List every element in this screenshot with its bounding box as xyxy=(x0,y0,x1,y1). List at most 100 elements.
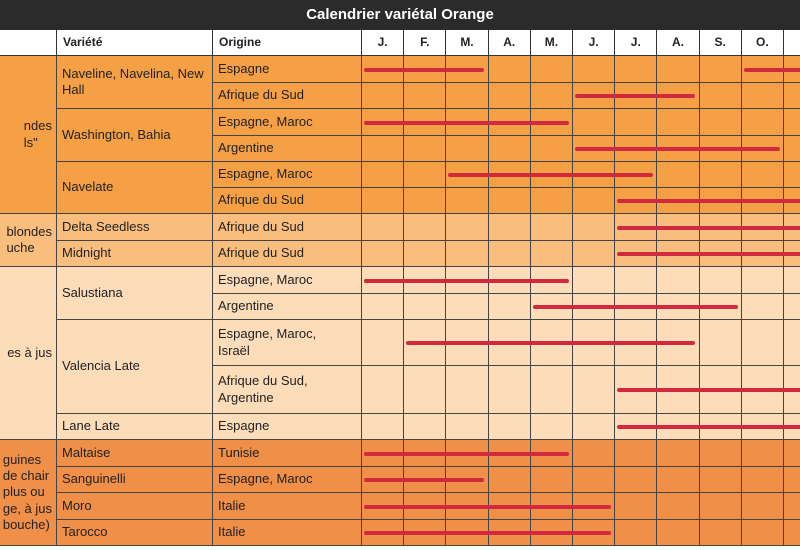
month-cell xyxy=(404,366,447,414)
month-cell xyxy=(488,56,531,83)
month-cell xyxy=(657,467,700,493)
month-cell xyxy=(488,294,531,320)
origin-cell: Tunisie xyxy=(213,440,362,467)
month-cell xyxy=(573,520,616,546)
month-cell xyxy=(530,414,573,440)
month-cell xyxy=(362,214,405,241)
month-cell xyxy=(784,320,800,366)
availability-bar xyxy=(617,425,800,429)
month-cell xyxy=(784,136,800,162)
month-cell xyxy=(784,188,800,214)
month-cell xyxy=(530,109,573,136)
month-cell xyxy=(530,83,573,109)
header-month: A. xyxy=(657,30,700,56)
origin-cell: Espagne, Maroc xyxy=(213,267,362,294)
month-cell xyxy=(362,136,405,162)
month-cell xyxy=(699,467,742,493)
month-cell xyxy=(446,467,489,493)
month-cell xyxy=(615,467,658,493)
header-month-partial xyxy=(784,30,800,56)
availability-bar xyxy=(575,147,780,151)
month-cell xyxy=(530,214,573,241)
month-cell xyxy=(446,56,489,83)
month-cell xyxy=(784,294,800,320)
origin-cell: Italie xyxy=(213,493,362,520)
month-cell xyxy=(699,320,742,366)
month-cell xyxy=(573,493,616,520)
month-cell xyxy=(784,241,800,267)
month-cell xyxy=(573,366,616,414)
month-cell xyxy=(657,320,700,366)
variety-cell: Delta Seedless xyxy=(57,214,213,241)
month-cell xyxy=(446,294,489,320)
origin-cell: Argentine xyxy=(213,136,362,162)
month-cell xyxy=(615,520,658,546)
availability-bar xyxy=(364,120,569,125)
month-cell xyxy=(741,136,784,162)
month-cell xyxy=(699,493,742,520)
month-cell xyxy=(784,109,800,136)
month-cell xyxy=(573,56,616,83)
origin-cell: Argentine xyxy=(213,294,362,320)
month-cell xyxy=(362,188,405,214)
availability-bar xyxy=(575,94,696,98)
month-cell xyxy=(530,366,573,414)
month-cell xyxy=(488,241,531,267)
month-cell xyxy=(404,294,447,320)
month-cell xyxy=(573,414,616,440)
month-cell xyxy=(615,56,658,83)
month-cell xyxy=(488,414,531,440)
header-origin: Origine xyxy=(213,30,362,56)
month-cell xyxy=(530,188,573,214)
category-label: blondes uche xyxy=(0,214,57,267)
month-cell xyxy=(657,493,700,520)
origin-cell: Afrique du Sud xyxy=(213,188,362,214)
month-cell xyxy=(615,109,658,136)
month-cell xyxy=(657,109,700,136)
month-cell xyxy=(530,467,573,493)
origin-cell: Espagne, Maroc, Israël xyxy=(213,320,362,366)
availability-bar xyxy=(448,173,654,177)
group-band xyxy=(0,440,800,546)
origin-cell: Espagne, Maroc xyxy=(213,162,362,188)
availability-bar xyxy=(364,451,569,456)
month-cell xyxy=(404,414,447,440)
header-variety: Variété xyxy=(57,30,213,56)
availability-bar xyxy=(364,478,485,482)
month-cell xyxy=(488,188,531,214)
month-cell xyxy=(488,214,531,241)
month-cell xyxy=(488,467,531,493)
month-cell xyxy=(657,267,700,294)
month-cell xyxy=(615,440,658,467)
month-cell xyxy=(404,188,447,214)
month-cell xyxy=(784,267,800,294)
availability-bar xyxy=(617,252,800,256)
availability-bar xyxy=(617,225,800,230)
header-category xyxy=(0,30,57,56)
month-cell xyxy=(404,83,447,109)
month-cell xyxy=(741,294,784,320)
month-cell xyxy=(573,109,616,136)
month-cell xyxy=(488,83,531,109)
month-cell xyxy=(784,440,800,467)
header-month: F. xyxy=(404,30,447,56)
month-cell xyxy=(699,109,742,136)
month-cell xyxy=(741,493,784,520)
availability-bar xyxy=(617,199,800,203)
month-cell xyxy=(530,136,573,162)
origin-cell: Espagne xyxy=(213,56,362,83)
month-cell xyxy=(573,440,616,467)
availability-bar xyxy=(617,388,800,392)
origin-cell: Italie xyxy=(213,520,362,546)
month-cell xyxy=(699,56,742,83)
month-cell xyxy=(784,467,800,493)
month-cell xyxy=(657,56,700,83)
availability-bar xyxy=(743,67,800,72)
availability-bar xyxy=(532,305,738,309)
month-cell xyxy=(530,440,573,467)
origin-cell: Afrique du Sud xyxy=(213,83,362,109)
month-cell xyxy=(362,366,405,414)
month-cell xyxy=(741,109,784,136)
month-cell xyxy=(404,162,447,188)
